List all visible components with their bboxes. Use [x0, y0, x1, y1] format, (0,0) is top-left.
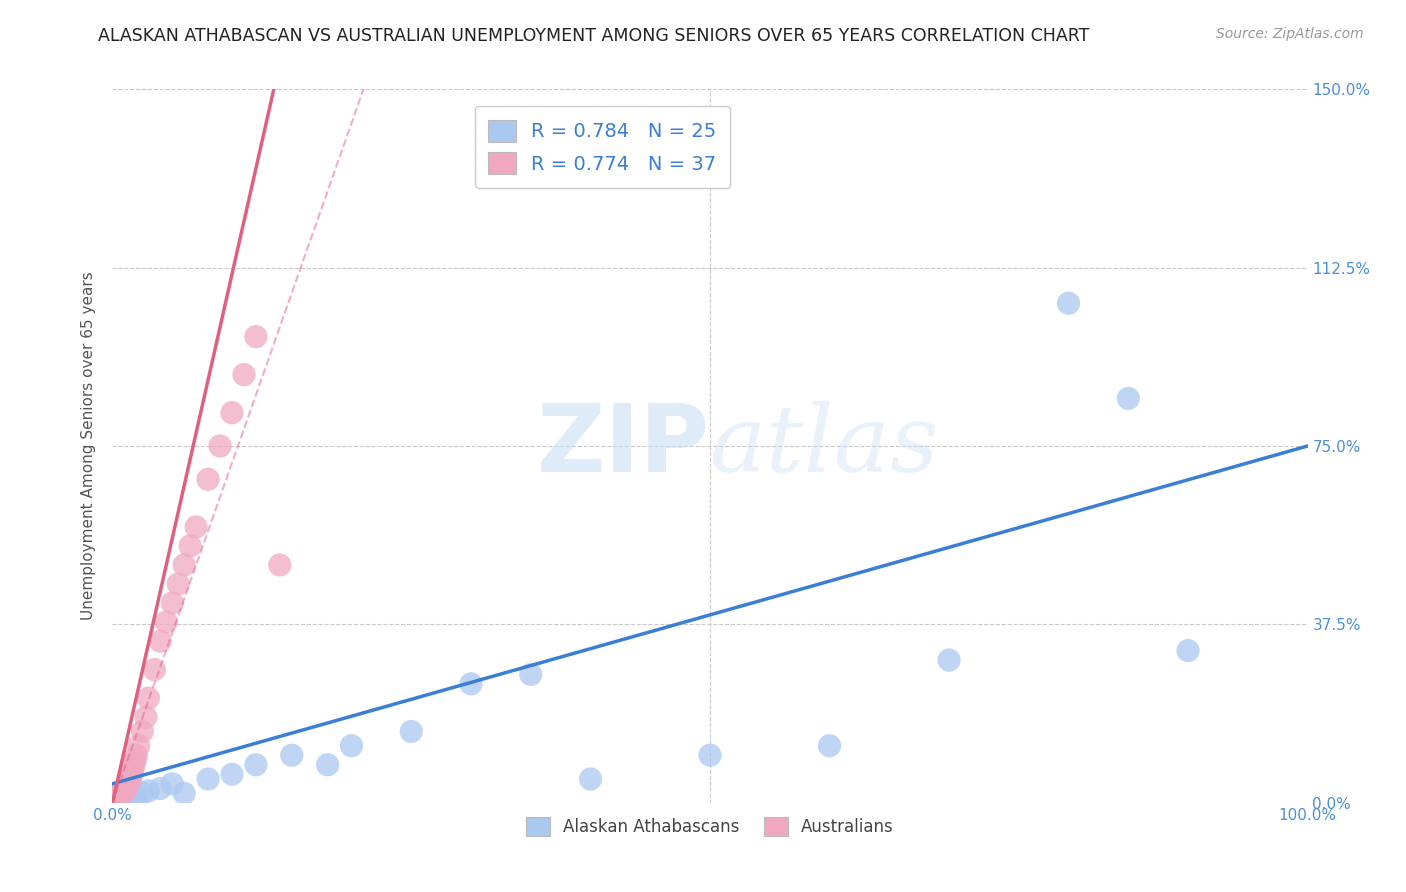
Point	[107, 789, 129, 803]
Point	[104, 793, 127, 807]
Point	[114, 781, 135, 796]
Point	[245, 329, 267, 343]
Point	[179, 539, 201, 553]
Text: ZIP: ZIP	[537, 400, 710, 492]
Point	[125, 791, 148, 805]
Point	[108, 790, 131, 805]
Point	[401, 724, 423, 739]
Text: ALASKAN ATHABASCAN VS AUSTRALIAN UNEMPLOYMENT AMONG SENIORS OVER 65 YEARS CORREL: ALASKAN ATHABASCAN VS AUSTRALIAN UNEMPLO…	[98, 27, 1090, 45]
Text: atlas: atlas	[710, 401, 939, 491]
Point	[269, 558, 291, 572]
Text: Source: ZipAtlas.com: Source: ZipAtlas.com	[1216, 27, 1364, 41]
Point	[699, 748, 721, 763]
Point	[281, 748, 304, 763]
Point	[162, 596, 183, 610]
Point	[122, 757, 145, 772]
Point	[124, 753, 146, 767]
Point	[149, 634, 172, 648]
Point	[233, 368, 256, 382]
Point	[105, 791, 128, 805]
Point	[131, 786, 153, 800]
Point	[112, 784, 135, 798]
Point	[125, 748, 148, 763]
Point	[167, 577, 190, 591]
Point	[110, 786, 132, 800]
Point	[1118, 392, 1140, 406]
Point	[197, 472, 219, 486]
Point	[221, 406, 243, 420]
Point	[117, 777, 139, 791]
Point	[107, 793, 129, 807]
Point	[221, 767, 243, 781]
Legend: Alaskan Athabascans, Australians: Alaskan Athabascans, Australians	[517, 808, 903, 845]
Point	[579, 772, 602, 786]
Point	[105, 792, 128, 806]
Point	[138, 691, 160, 706]
Point	[138, 784, 160, 798]
Point	[1057, 296, 1080, 310]
Point	[121, 763, 143, 777]
Point	[111, 787, 134, 801]
Point	[245, 757, 267, 772]
Point	[1177, 643, 1199, 657]
Point	[197, 772, 219, 786]
Point	[173, 558, 195, 572]
Point	[114, 784, 136, 798]
Point	[120, 772, 142, 786]
Point	[340, 739, 363, 753]
Point	[209, 439, 232, 453]
Point	[460, 677, 482, 691]
Point	[143, 663, 166, 677]
Point	[316, 757, 339, 772]
Y-axis label: Unemployment Among Seniors over 65 years: Unemployment Among Seniors over 65 years	[80, 272, 96, 620]
Point	[186, 520, 208, 534]
Point	[114, 791, 135, 805]
Point	[818, 739, 841, 753]
Point	[173, 786, 195, 800]
Point	[121, 767, 143, 781]
Point	[118, 774, 141, 789]
Point	[938, 653, 960, 667]
Point	[115, 779, 138, 793]
Point	[128, 739, 150, 753]
Point	[149, 781, 172, 796]
Point	[131, 724, 153, 739]
Point	[162, 777, 183, 791]
Point	[155, 615, 177, 629]
Point	[120, 789, 142, 803]
Point	[135, 710, 157, 724]
Point	[520, 667, 543, 681]
